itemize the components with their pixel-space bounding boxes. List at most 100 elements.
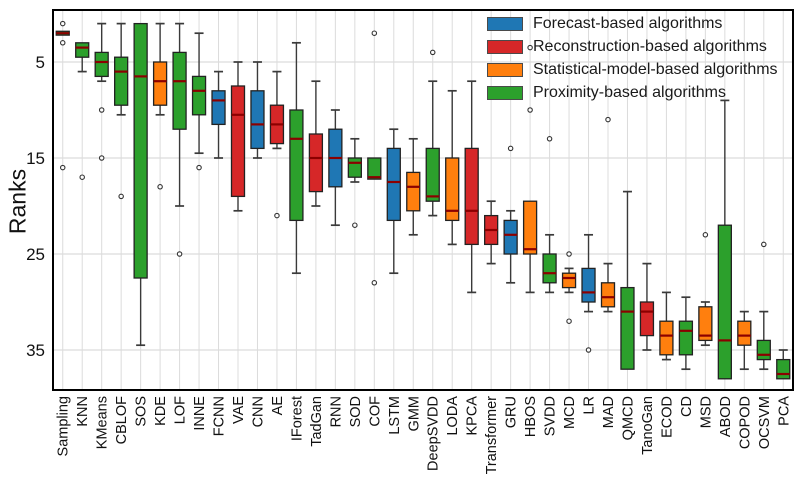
outlier-point xyxy=(98,107,105,113)
outlier-point xyxy=(546,136,553,142)
box-rect xyxy=(172,51,187,130)
box-KNN xyxy=(75,42,90,180)
box-rect xyxy=(367,157,382,180)
box-MSD xyxy=(698,232,713,347)
legend-label-reconstruction: Reconstruction-based algorithms xyxy=(533,37,767,55)
box-rect xyxy=(75,42,90,58)
legend-item-statistical: Statistical-model-based algorithms xyxy=(487,61,778,78)
x-tick-label: FCNN xyxy=(212,396,228,436)
outlier-point xyxy=(59,20,66,27)
x-tick-label: GMM xyxy=(406,396,422,431)
outlier-point xyxy=(605,116,611,123)
box-rect xyxy=(678,320,694,356)
outlier-point xyxy=(196,164,202,171)
box-MAD xyxy=(600,116,616,313)
x-tick-label: LR xyxy=(582,396,598,415)
box-LSTM xyxy=(386,128,401,275)
x-tick-label: COPOD xyxy=(737,396,753,449)
legend-swatch-forecast xyxy=(487,16,523,31)
box-rect xyxy=(776,358,791,380)
box-rect xyxy=(542,253,557,284)
x-tick-label: IForest xyxy=(289,396,305,441)
box-rect xyxy=(308,133,324,193)
x-tick-label: KNN xyxy=(75,396,91,427)
box-rect xyxy=(600,282,616,308)
box-rect xyxy=(191,75,207,116)
box-HBOS xyxy=(522,44,538,294)
outlier-point xyxy=(429,49,436,56)
box-VAE xyxy=(230,61,246,212)
y-axis-label: Ranks xyxy=(4,168,31,235)
box-rect xyxy=(445,157,460,222)
x-tick-label: HBOS xyxy=(523,396,539,437)
box-COPOD xyxy=(737,310,752,371)
box-SVDD xyxy=(542,136,557,294)
box-rect xyxy=(717,224,732,380)
box-rect xyxy=(639,301,655,337)
box-QMCD xyxy=(620,190,635,370)
x-tick-label: SOD xyxy=(348,396,364,427)
x-tick-label: KDE xyxy=(153,396,169,426)
box-FCNN xyxy=(211,70,226,159)
x-tick-label: MAD xyxy=(601,396,617,428)
x-tick-label: COF xyxy=(367,396,383,427)
box-CNN xyxy=(250,61,265,159)
box-RNN xyxy=(328,109,343,227)
box-TadGan xyxy=(308,80,324,207)
x-tick-label: ABOD xyxy=(718,396,734,437)
y-tick-label: 35 xyxy=(26,341,45,360)
box-rect xyxy=(94,51,109,78)
x-tick-label: VAE xyxy=(231,396,247,424)
box-rect xyxy=(425,147,440,202)
box-CBLOF xyxy=(114,22,129,200)
outlier-point xyxy=(371,280,378,286)
box-CD xyxy=(678,296,694,371)
x-tick-label: TadGan xyxy=(309,396,325,447)
x-tick-label: Transformer xyxy=(484,396,500,475)
box-KMeans xyxy=(94,22,109,161)
x-tick-label: LSTM xyxy=(387,396,403,435)
box-Sampling xyxy=(55,20,70,171)
outlier-point xyxy=(118,193,124,200)
outlier-point xyxy=(566,318,572,324)
x-tick-label: CBLOF xyxy=(114,396,130,444)
boxes-layer xyxy=(55,20,791,380)
box-rect xyxy=(289,109,304,222)
box-OCSVM xyxy=(756,241,771,371)
x-tick-label: LODA xyxy=(445,396,461,436)
x-tick-label: MCD xyxy=(562,396,578,429)
box-GMM xyxy=(406,137,421,236)
box-MCD xyxy=(561,251,577,324)
box-AE xyxy=(269,70,285,219)
box-rect xyxy=(620,286,635,370)
outlier-point xyxy=(507,145,514,152)
box-rect xyxy=(114,56,129,106)
outlier-point xyxy=(371,30,378,36)
box-KPCA xyxy=(464,80,479,294)
x-tick-label: PCA xyxy=(776,396,792,426)
box-rect xyxy=(503,219,518,255)
outlier-point xyxy=(702,232,709,238)
x-tick-label: SOS xyxy=(134,396,150,427)
x-tick-label: GRU xyxy=(504,396,520,428)
box-TanoGan xyxy=(639,262,655,351)
box-rect xyxy=(250,90,265,150)
box-LR xyxy=(581,233,596,353)
outlier-point xyxy=(527,107,533,113)
box-LOF xyxy=(172,22,187,257)
outlier-point xyxy=(566,251,572,257)
box-Transformer xyxy=(484,200,499,265)
x-tick-label: KPCA xyxy=(465,396,481,436)
x-tick-label: DeepSVDD xyxy=(426,396,442,471)
box-rect xyxy=(230,85,246,198)
box-rect xyxy=(152,61,168,106)
box-rect xyxy=(386,147,401,222)
box-COF xyxy=(367,30,382,286)
box-rect xyxy=(561,272,577,289)
outlier-point xyxy=(176,251,183,257)
box-rect xyxy=(133,22,148,279)
box-ABOD xyxy=(717,99,732,380)
legend-label-forecast: Forecast-based algorithms xyxy=(533,14,723,32)
x-tick-label: AE xyxy=(270,396,286,416)
